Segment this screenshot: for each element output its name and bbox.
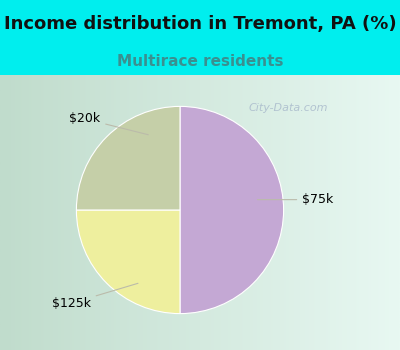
Wedge shape	[76, 106, 180, 210]
Text: City-Data.com: City-Data.com	[248, 103, 328, 113]
Text: Multirace residents: Multirace residents	[117, 54, 283, 69]
Wedge shape	[76, 210, 180, 314]
Text: $125k: $125k	[52, 283, 138, 310]
Wedge shape	[180, 106, 284, 314]
Text: Income distribution in Tremont, PA (%): Income distribution in Tremont, PA (%)	[4, 15, 396, 33]
Text: $20k: $20k	[69, 112, 148, 135]
Text: $75k: $75k	[257, 193, 334, 206]
